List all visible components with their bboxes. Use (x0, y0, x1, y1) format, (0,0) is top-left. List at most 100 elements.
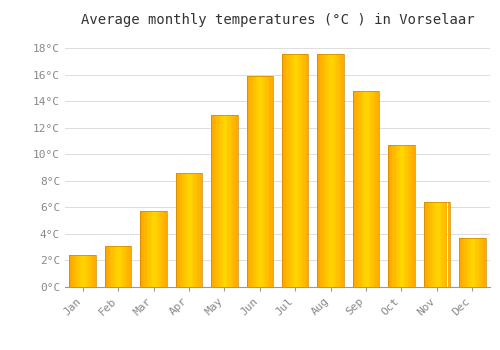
Bar (122, 246, 124, 287)
Bar (188, 173, 189, 287)
Bar (125, 246, 126, 287)
Bar (270, 76, 272, 287)
Bar (424, 202, 425, 287)
Bar (360, 91, 362, 287)
Bar (437, 202, 438, 287)
Bar (396, 145, 398, 287)
Bar (106, 246, 108, 287)
Bar (181, 173, 182, 287)
Bar (287, 54, 288, 287)
Bar (441, 202, 442, 287)
Bar (118, 246, 120, 287)
Bar (105, 246, 132, 287)
Bar (124, 246, 125, 287)
Bar (80, 255, 82, 287)
Bar (214, 114, 215, 287)
Bar (212, 114, 214, 287)
Bar (428, 202, 429, 287)
Bar (226, 114, 227, 287)
Bar (472, 238, 474, 287)
Bar (299, 54, 300, 287)
Bar (163, 211, 164, 287)
Bar (156, 211, 158, 287)
Bar (320, 54, 322, 287)
Bar (178, 173, 180, 287)
Bar (197, 173, 198, 287)
Bar (160, 211, 162, 287)
Bar (147, 211, 148, 287)
Bar (336, 54, 338, 287)
Bar (130, 246, 132, 287)
Bar (112, 246, 113, 287)
Bar (295, 54, 296, 287)
Bar (430, 202, 432, 287)
Bar (400, 145, 402, 287)
Bar (459, 238, 485, 287)
Bar (144, 211, 146, 287)
Bar (182, 173, 184, 287)
Bar (398, 145, 399, 287)
Bar (286, 54, 287, 287)
Bar (193, 173, 194, 287)
Bar (292, 54, 294, 287)
Bar (232, 114, 234, 287)
Bar (261, 76, 262, 287)
Bar (114, 246, 116, 287)
Bar (228, 114, 230, 287)
Bar (433, 202, 434, 287)
Bar (402, 145, 403, 287)
Bar (296, 54, 298, 287)
Bar (220, 114, 222, 287)
Bar (231, 114, 232, 287)
Bar (376, 91, 378, 287)
Bar (159, 211, 160, 287)
Bar (176, 173, 202, 287)
Bar (318, 54, 320, 287)
Bar (358, 91, 360, 287)
Bar (222, 114, 223, 287)
Bar (459, 238, 460, 287)
Bar (120, 246, 121, 287)
Bar (215, 114, 216, 287)
Bar (78, 255, 80, 287)
Bar (366, 91, 368, 287)
Bar (449, 202, 450, 287)
Bar (234, 114, 235, 287)
Bar (425, 202, 426, 287)
Bar (140, 211, 167, 287)
Bar (406, 145, 407, 287)
Bar (257, 76, 258, 287)
Bar (388, 145, 414, 287)
Bar (480, 238, 482, 287)
Bar (126, 246, 128, 287)
Bar (155, 211, 156, 287)
Bar (74, 255, 76, 287)
Bar (151, 211, 152, 287)
Bar (294, 54, 295, 287)
Bar (298, 54, 299, 287)
Bar (143, 211, 144, 287)
Bar (328, 54, 330, 287)
Bar (211, 114, 238, 287)
Bar (180, 173, 181, 287)
Bar (442, 202, 444, 287)
Bar (94, 255, 96, 287)
Bar (364, 91, 366, 287)
Bar (479, 238, 480, 287)
Bar (403, 145, 404, 287)
Bar (264, 76, 265, 287)
Bar (306, 54, 307, 287)
Bar (105, 246, 106, 287)
Bar (256, 76, 257, 287)
Bar (318, 54, 344, 287)
Bar (269, 76, 270, 287)
Bar (88, 255, 90, 287)
Bar (426, 202, 428, 287)
Bar (184, 173, 185, 287)
Bar (467, 238, 468, 287)
Bar (192, 173, 193, 287)
Bar (410, 145, 411, 287)
Bar (216, 114, 218, 287)
Bar (235, 114, 236, 287)
Bar (374, 91, 376, 287)
